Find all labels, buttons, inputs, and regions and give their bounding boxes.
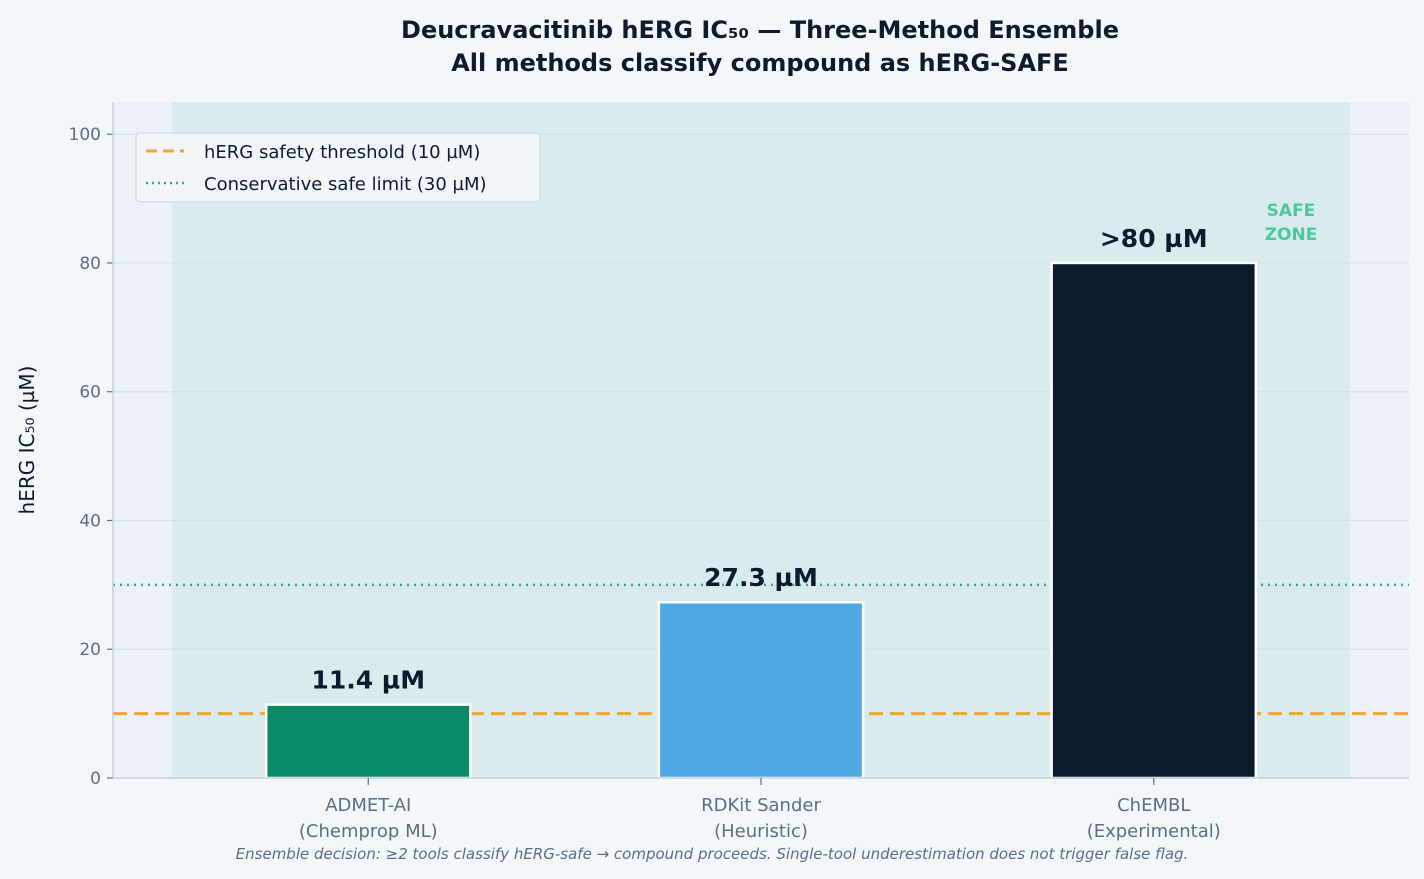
legend: hERG safety threshold (10 µM) Conservati…	[135, 132, 541, 203]
x-sublabel-chembl: (Experimental)	[1087, 821, 1221, 842]
legend-label-threshold: hERG safety threshold (10 µM)	[204, 142, 480, 163]
x-label-chembl: ChEMBL	[1117, 795, 1190, 816]
bar-chembl	[1050, 261, 1258, 780]
bars	[264, 261, 1258, 780]
y-axis-label: hERG IC₅₀ (µM)	[15, 366, 39, 515]
safe-zone-label-line1: SAFE	[1267, 201, 1316, 221]
footnote: Ensemble decision: ≥2 tools classify hER…	[236, 845, 1189, 863]
y-tick-label: 60	[79, 383, 101, 403]
y-tick-label: 80	[79, 254, 101, 274]
y-tick-label: 100	[69, 125, 101, 145]
x-label-admet-ai: ADMET-AI	[325, 795, 411, 816]
chart-title-line2: All methods classify compound as hERG-SA…	[451, 49, 1069, 77]
bar-rdkit-sander	[657, 600, 865, 780]
x-sublabel-admet-ai: (Chemprop ML)	[299, 821, 438, 842]
y-tick-label: 40	[79, 511, 101, 531]
y-tick-label: 20	[79, 640, 101, 660]
y-axis-ticks: 0 20 40 60 80 100	[69, 125, 113, 789]
x-label-rdkit-sander: RDKit Sander	[701, 795, 821, 816]
bar-admet-ai	[264, 703, 472, 780]
legend-label-conservative: Conservative safe limit (30 µM)	[204, 174, 487, 195]
value-label-rdkit-sander: 27.3 µM	[704, 563, 818, 592]
value-label-chembl: >80 µM	[1100, 224, 1208, 253]
x-sublabel-rdkit-sander: (Heuristic)	[714, 821, 808, 842]
chart-title-line1: Deucravacitinib hERG IC₅₀ — Three-Method…	[401, 16, 1119, 44]
y-tick-label: 0	[90, 769, 101, 789]
safe-zone-label-line2: ZONE	[1265, 225, 1318, 245]
legend-box	[135, 132, 541, 203]
value-label-admet-ai: 11.4 µM	[311, 666, 425, 695]
